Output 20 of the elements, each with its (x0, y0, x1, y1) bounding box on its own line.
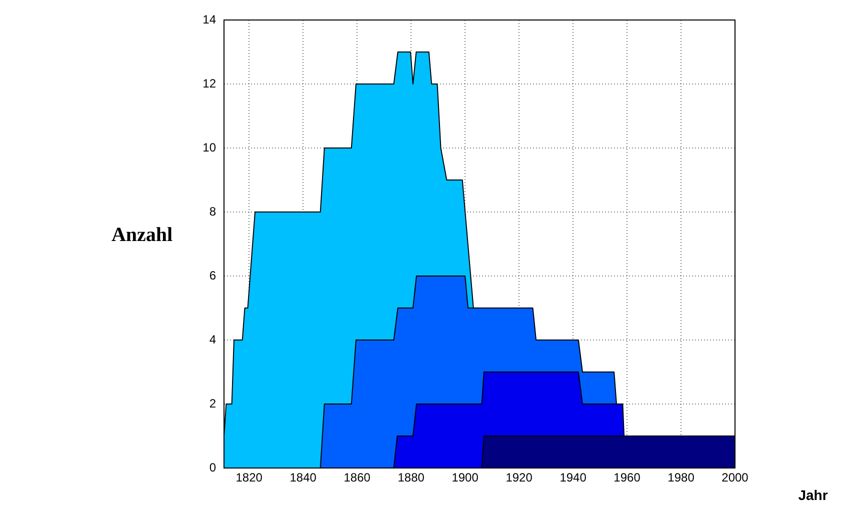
x-tick-label: 1940 (560, 470, 587, 485)
y-tick-label: 10 (202, 140, 216, 154)
x-tick-label: 1840 (290, 470, 317, 485)
y-tick-label: 14 (202, 12, 216, 26)
y-tick-label: 0 (209, 460, 216, 474)
x-tick-label: 1960 (614, 470, 641, 485)
x-axis-title: Jahr (798, 486, 828, 503)
y-tick-label: 12 (202, 76, 216, 90)
x-tick-label: 1860 (344, 470, 371, 485)
y-tick-label: 4 (209, 332, 216, 346)
x-tick-label: 1920 (506, 470, 533, 485)
x-tick-label: 1880 (398, 470, 425, 485)
y-tick-label: 6 (209, 268, 216, 282)
x-tick-label: 1820 (236, 470, 263, 485)
y-tick-label: 8 (209, 204, 216, 218)
x-tick-label: 1900 (452, 470, 479, 485)
y-tick-label: 2 (209, 396, 216, 410)
x-tick-label: 2000 (722, 470, 749, 485)
x-tick-label: 1980 (668, 470, 695, 485)
y-axis-title: Anzahl (111, 224, 174, 246)
